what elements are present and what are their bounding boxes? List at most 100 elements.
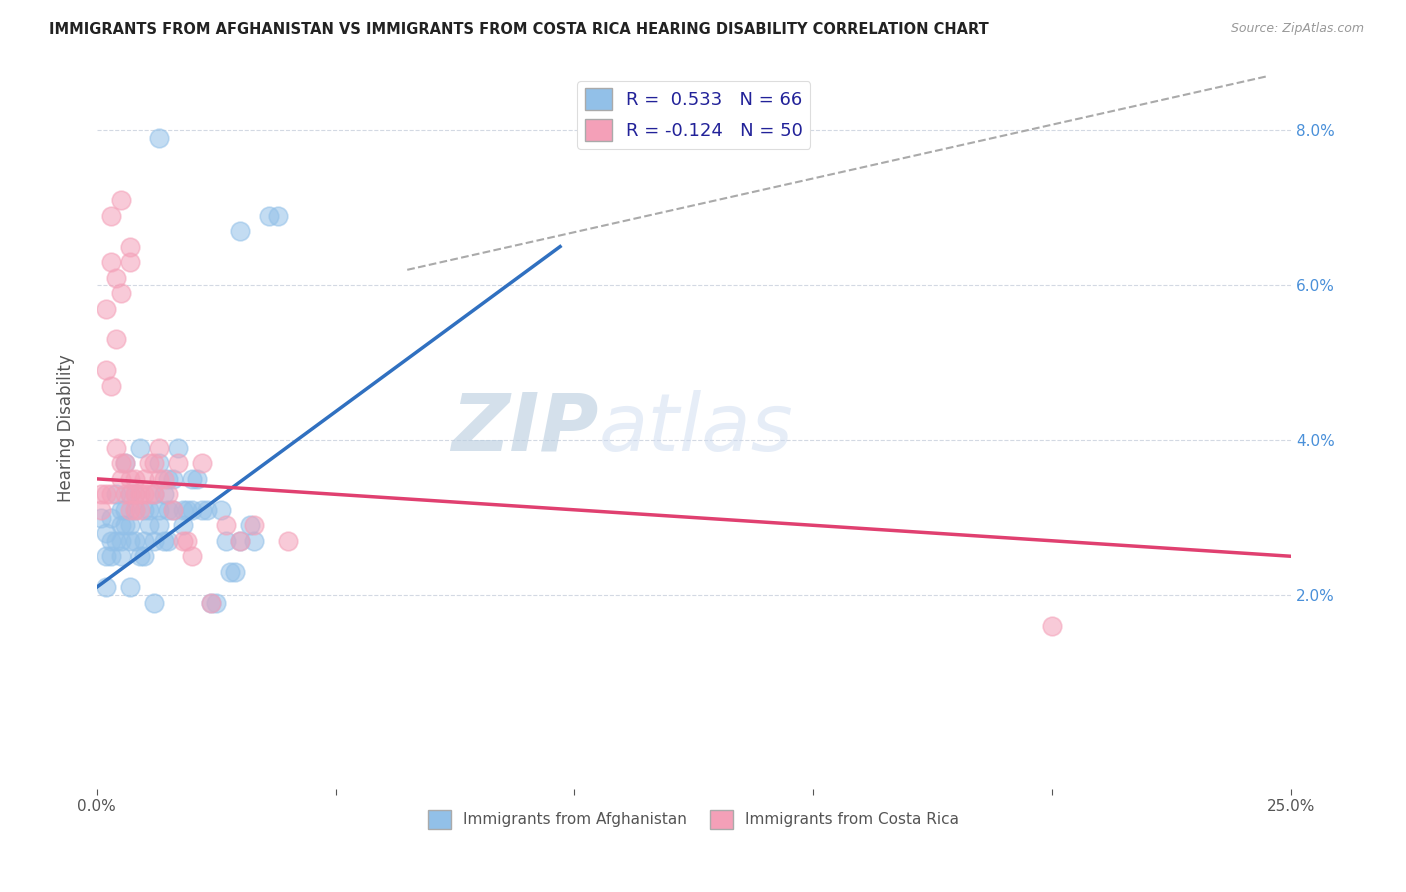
Point bbox=[200, 596, 222, 610]
Point bbox=[229, 533, 252, 548]
Point bbox=[124, 487, 146, 501]
Point bbox=[157, 503, 180, 517]
Point bbox=[152, 472, 174, 486]
Point bbox=[128, 487, 150, 501]
Point bbox=[243, 533, 266, 548]
Point bbox=[243, 518, 266, 533]
Point bbox=[124, 503, 146, 517]
Point bbox=[104, 487, 127, 501]
Point bbox=[134, 487, 156, 501]
Point bbox=[172, 533, 194, 548]
Point bbox=[209, 503, 232, 517]
Point bbox=[148, 472, 170, 486]
Point bbox=[128, 441, 150, 455]
Point bbox=[134, 549, 156, 564]
Point bbox=[100, 549, 122, 564]
Point bbox=[110, 472, 132, 486]
Point bbox=[1040, 619, 1063, 633]
Point bbox=[277, 533, 299, 548]
Point bbox=[100, 510, 122, 524]
Point bbox=[138, 518, 160, 533]
Point bbox=[124, 472, 146, 486]
Point bbox=[104, 270, 127, 285]
Point bbox=[229, 224, 252, 238]
Point bbox=[181, 549, 204, 564]
Point bbox=[239, 518, 262, 533]
Point bbox=[172, 518, 194, 533]
Text: Source: ZipAtlas.com: Source: ZipAtlas.com bbox=[1230, 22, 1364, 36]
Point bbox=[205, 596, 228, 610]
Point bbox=[114, 456, 136, 470]
Point bbox=[114, 518, 136, 533]
Point bbox=[110, 193, 132, 207]
Point bbox=[110, 286, 132, 301]
Point bbox=[120, 503, 142, 517]
Point bbox=[90, 510, 112, 524]
Point bbox=[120, 487, 142, 501]
Point bbox=[148, 456, 170, 470]
Point bbox=[100, 209, 122, 223]
Point bbox=[229, 533, 252, 548]
Point bbox=[120, 239, 142, 253]
Point bbox=[148, 503, 170, 517]
Point bbox=[157, 487, 180, 501]
Point bbox=[181, 472, 204, 486]
Point bbox=[110, 533, 132, 548]
Text: IMMIGRANTS FROM AFGHANISTAN VS IMMIGRANTS FROM COSTA RICA HEARING DISABILITY COR: IMMIGRANTS FROM AFGHANISTAN VS IMMIGRANT… bbox=[49, 22, 988, 37]
Point bbox=[124, 503, 146, 517]
Point bbox=[167, 456, 190, 470]
Text: atlas: atlas bbox=[599, 390, 793, 467]
Point bbox=[148, 441, 170, 455]
Point bbox=[134, 533, 156, 548]
Text: ZIP: ZIP bbox=[451, 390, 599, 467]
Point bbox=[124, 487, 146, 501]
Point bbox=[148, 131, 170, 145]
Point bbox=[157, 533, 180, 548]
Point bbox=[114, 503, 136, 517]
Point bbox=[120, 518, 142, 533]
Point bbox=[96, 487, 118, 501]
Point bbox=[114, 487, 136, 501]
Point bbox=[257, 209, 280, 223]
Point bbox=[90, 487, 112, 501]
Point bbox=[157, 472, 180, 486]
Point bbox=[104, 533, 127, 548]
Point bbox=[143, 533, 166, 548]
Point bbox=[110, 518, 132, 533]
Point bbox=[104, 333, 127, 347]
Point bbox=[128, 549, 150, 564]
Point bbox=[167, 441, 190, 455]
Point bbox=[195, 503, 218, 517]
Point bbox=[162, 472, 184, 486]
Point bbox=[181, 503, 204, 517]
Point bbox=[134, 472, 156, 486]
Point bbox=[152, 487, 174, 501]
Point bbox=[148, 518, 170, 533]
Point bbox=[96, 363, 118, 377]
Point bbox=[134, 503, 156, 517]
Point bbox=[172, 503, 194, 517]
Point bbox=[90, 503, 112, 517]
Point bbox=[143, 596, 166, 610]
Point bbox=[143, 487, 166, 501]
Point bbox=[138, 503, 160, 517]
Point bbox=[120, 487, 142, 501]
Point bbox=[100, 487, 122, 501]
Point bbox=[100, 533, 122, 548]
Point bbox=[138, 487, 160, 501]
Point bbox=[191, 456, 214, 470]
Legend: Immigrants from Afghanistan, Immigrants from Costa Rica: Immigrants from Afghanistan, Immigrants … bbox=[422, 804, 966, 835]
Point bbox=[162, 503, 184, 517]
Point bbox=[100, 379, 122, 393]
Point bbox=[162, 503, 184, 517]
Point bbox=[143, 487, 166, 501]
Point bbox=[120, 533, 142, 548]
Point bbox=[96, 301, 118, 316]
Point bbox=[100, 255, 122, 269]
Point bbox=[267, 209, 290, 223]
Point bbox=[191, 503, 214, 517]
Point bbox=[128, 503, 150, 517]
Point bbox=[176, 503, 198, 517]
Point bbox=[96, 526, 118, 541]
Point bbox=[152, 533, 174, 548]
